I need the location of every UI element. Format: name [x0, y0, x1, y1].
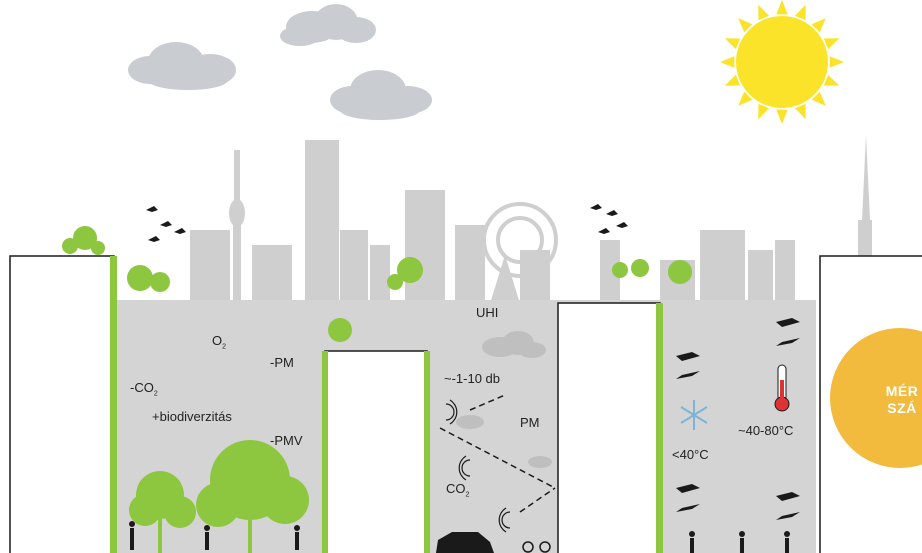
sun-ray	[829, 56, 844, 68]
person-icon	[129, 521, 790, 553]
thermometer-icon	[774, 364, 790, 412]
tree-trunks	[158, 500, 252, 553]
cloud-icon	[280, 4, 376, 46]
badge-circle	[830, 328, 922, 468]
sun-ray	[724, 74, 741, 86]
sun-ray	[811, 18, 826, 33]
label-co2-mid: CO2	[446, 481, 470, 499]
sun-ray	[776, 109, 788, 124]
label-noise: ~-1-10 db	[444, 371, 501, 386]
green-walls	[110, 256, 663, 553]
label-pmv: -PMV	[270, 433, 303, 448]
label-pm-mid: PM	[520, 415, 540, 430]
sun-ray	[776, 0, 788, 15]
label-temp-high: ~40-80°C	[738, 423, 794, 438]
sun-ray	[794, 4, 806, 21]
sun-ray	[794, 103, 806, 120]
building-mid	[557, 302, 661, 553]
sound-wave-icon	[445, 399, 511, 533]
cloud-icon	[128, 42, 236, 90]
tree-icon	[62, 226, 692, 528]
label-co2-left: -CO2	[130, 380, 158, 398]
sun-ray	[720, 56, 735, 68]
car-icon	[436, 532, 494, 553]
label-o2: O2	[212, 333, 227, 351]
label-biodiversity: +biodiverzitás	[152, 409, 232, 424]
bird-icon	[146, 204, 628, 242]
sound-path-arrows	[439, 394, 556, 513]
cloud-icon	[330, 70, 432, 120]
snowflake-icon	[680, 400, 708, 430]
label-pm-left: -PM	[270, 355, 294, 370]
sun-ray	[811, 91, 826, 106]
cloud-icon	[456, 331, 552, 468]
sun-ray	[738, 91, 753, 106]
badge-text: MÉR SZÁ	[842, 383, 922, 417]
label-temp-low: <40°C	[672, 447, 709, 462]
ferris-wheel	[482, 202, 558, 278]
badge-line-1: MÉR	[885, 383, 919, 399]
sun-ray	[823, 38, 840, 50]
sun-icon	[720, 0, 844, 124]
wind-arrow-icon	[676, 318, 800, 520]
skyline	[190, 135, 872, 320]
sun-ray	[724, 38, 741, 50]
label-uhi: UHI	[476, 305, 499, 320]
sun-ray	[758, 103, 770, 120]
badge-line-2: SZÁ	[887, 400, 917, 416]
building-left	[9, 255, 115, 553]
sun-ray	[758, 4, 770, 21]
building-low	[324, 350, 428, 553]
sun-ray	[823, 74, 840, 86]
sun-ray	[738, 18, 753, 33]
bicycle-icon	[522, 541, 551, 553]
